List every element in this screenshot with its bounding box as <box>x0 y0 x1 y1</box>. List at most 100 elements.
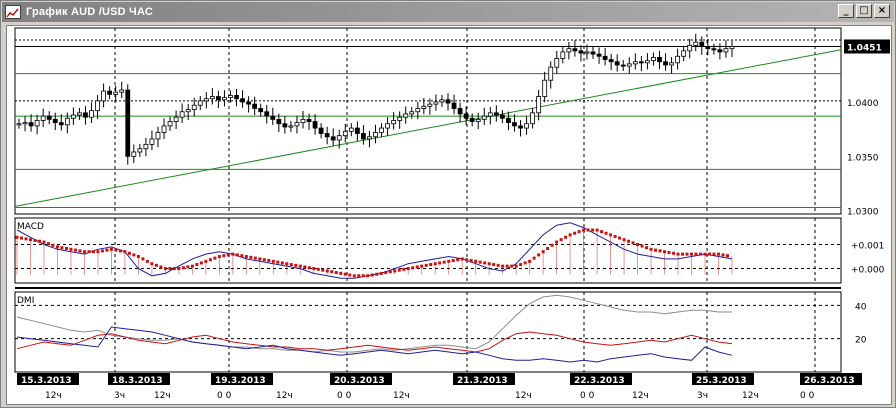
macd-signal-dot-38-0 <box>528 259 532 263</box>
price-candle-body-59 <box>373 132 378 138</box>
price-candle-body-118 <box>729 46 735 50</box>
macd-signal-dot-32-2 <box>456 258 460 262</box>
macd-signal-dot-44-1 <box>613 234 617 238</box>
price-candle-16 <box>113 85 119 102</box>
macd-signal-dot-26-1 <box>370 273 374 277</box>
date-label-4: 21.3.2013 <box>453 373 515 386</box>
price-candle-58 <box>367 131 372 148</box>
price-candle-107 <box>663 53 668 71</box>
price-candle-body-0 <box>16 123 22 126</box>
macd-signal-dot-6-1 <box>100 249 104 253</box>
price-candle-63 <box>397 111 403 129</box>
price-candle-body-19 <box>131 151 137 157</box>
current-price-label: 1.0451 <box>847 43 882 53</box>
price-candle-body-87 <box>542 79 548 97</box>
hour-label-8: 0 0 <box>580 391 595 401</box>
price-candle-body-110 <box>681 50 687 57</box>
price-candle-body-2 <box>28 122 34 127</box>
date-label-bg-3 <box>330 373 392 385</box>
chart-area[interactable]: 1.0300 1.0350 1.0400 1.0451 MACD +0.001 +0.0… <box>6 25 892 405</box>
price-candle-body-97 <box>602 55 608 60</box>
price-candle-body-58 <box>367 136 372 140</box>
macd-signal-dot-41-2 <box>577 230 581 234</box>
macd-signal-dot-23-1 <box>330 270 334 274</box>
macd-signal-dot-9-2 <box>145 259 149 263</box>
macd-signal-dot-42-1 <box>586 228 590 232</box>
price-candle-body-24 <box>161 125 167 133</box>
price-candle-body-14 <box>101 90 106 102</box>
price-candle-22 <box>149 130 155 151</box>
macd-signal-dot-17-2 <box>253 256 257 260</box>
macd-signal-dot-3-0 <box>55 245 59 249</box>
price-tick-label-2: 1.0400 <box>847 99 879 109</box>
price-candle-body-94 <box>584 51 590 54</box>
macd-signal-dot-7-2 <box>118 249 122 253</box>
price-trendline <box>14 49 842 207</box>
macd-signal-dot-2-1 <box>46 242 50 246</box>
date-label-bg-4 <box>453 373 515 385</box>
price-candle-body-74 <box>463 113 469 119</box>
dmi-label: DMI <box>17 296 34 306</box>
macd-signal-dot-13-0 <box>190 264 194 268</box>
macd-signal-dot-20-2 <box>294 263 298 267</box>
price-candle-body-81 <box>506 117 511 124</box>
macd-signal-dot-22-2 <box>321 268 325 272</box>
macd-signal-dot-49-0 <box>676 252 680 256</box>
price-candle-body-27 <box>179 111 185 118</box>
price-candle-95 <box>590 47 596 59</box>
macd-signal-dot-0-0 <box>15 235 19 239</box>
price-candle-body-61 <box>385 123 390 129</box>
macd-signal-dot-18-1 <box>262 258 266 262</box>
macd-signal-dot-41-0 <box>568 233 572 237</box>
price-candle-65 <box>409 106 415 119</box>
price-candle-42 <box>270 107 276 126</box>
price-candle-39 <box>252 96 258 116</box>
price-candle-34 <box>222 90 227 107</box>
maximize-button[interactable]: □ <box>856 4 872 18</box>
price-candle-body-5 <box>46 115 52 120</box>
price-candle-83 <box>518 120 523 137</box>
price-candle-body-73 <box>457 108 463 115</box>
macd-signal-dot-16-2 <box>240 254 244 258</box>
macd-signal-dot-27-0 <box>379 271 383 275</box>
price-candle-body-116 <box>717 49 723 53</box>
minimize-button[interactable]: _ <box>838 4 854 18</box>
macd-signal-dot-8-1 <box>127 251 131 255</box>
price-candle-body-84 <box>524 123 529 129</box>
macd-signal-dot-21-1 <box>303 265 307 269</box>
macd-signal-dot-4-0 <box>69 247 73 251</box>
price-candle-body-21 <box>143 143 149 150</box>
price-candle-body-8 <box>64 117 70 126</box>
price-candle-body-108 <box>669 62 674 66</box>
window-title: График AUD /USD ЧАС <box>26 6 153 18</box>
macd-signal-dot-22-1 <box>316 267 320 271</box>
price-candle-33 <box>215 90 221 109</box>
price-candle-20 <box>137 143 143 157</box>
chart-canvas[interactable]: 1.0300 1.0350 1.0400 1.0451 MACD +0.001 +0.0… <box>7 26 891 404</box>
price-candle-body-77 <box>481 115 487 120</box>
price-candle-54 <box>342 123 348 143</box>
macd-signal-dot-34-1 <box>478 260 482 264</box>
price-candle-body-22 <box>149 138 155 145</box>
title-bar[interactable]: График AUD /USD ЧАС _ □ × <box>2 2 894 22</box>
price-candle-94 <box>584 44 590 60</box>
macd-signal-dot-46-1 <box>640 244 644 248</box>
macd-signal-dot-9-1 <box>141 257 145 261</box>
price-candle-body-34 <box>222 97 227 101</box>
price-candle-41 <box>264 105 270 124</box>
price-candle-59 <box>373 124 378 144</box>
macd-signal-dot-27-2 <box>388 270 392 274</box>
date-label-text-3: 20.3.2013 <box>334 376 385 386</box>
close-button[interactable]: × <box>874 4 890 18</box>
macd-signal-dot-36-1 <box>505 264 509 268</box>
macd-signal-dot-36-0 <box>501 264 505 268</box>
macd-signal-dot-33-2 <box>469 259 473 263</box>
price-candle-body-37 <box>240 98 245 103</box>
price-candle-93 <box>578 45 584 62</box>
price-candle-body-82 <box>512 122 517 127</box>
price-candle-body-52 <box>330 136 336 141</box>
price-candle-92 <box>572 40 578 57</box>
date-label-text-7: 26.3.2013 <box>804 376 855 386</box>
price-candle-body-38 <box>246 101 252 105</box>
macd-signal-dot-13-1 <box>195 263 199 267</box>
